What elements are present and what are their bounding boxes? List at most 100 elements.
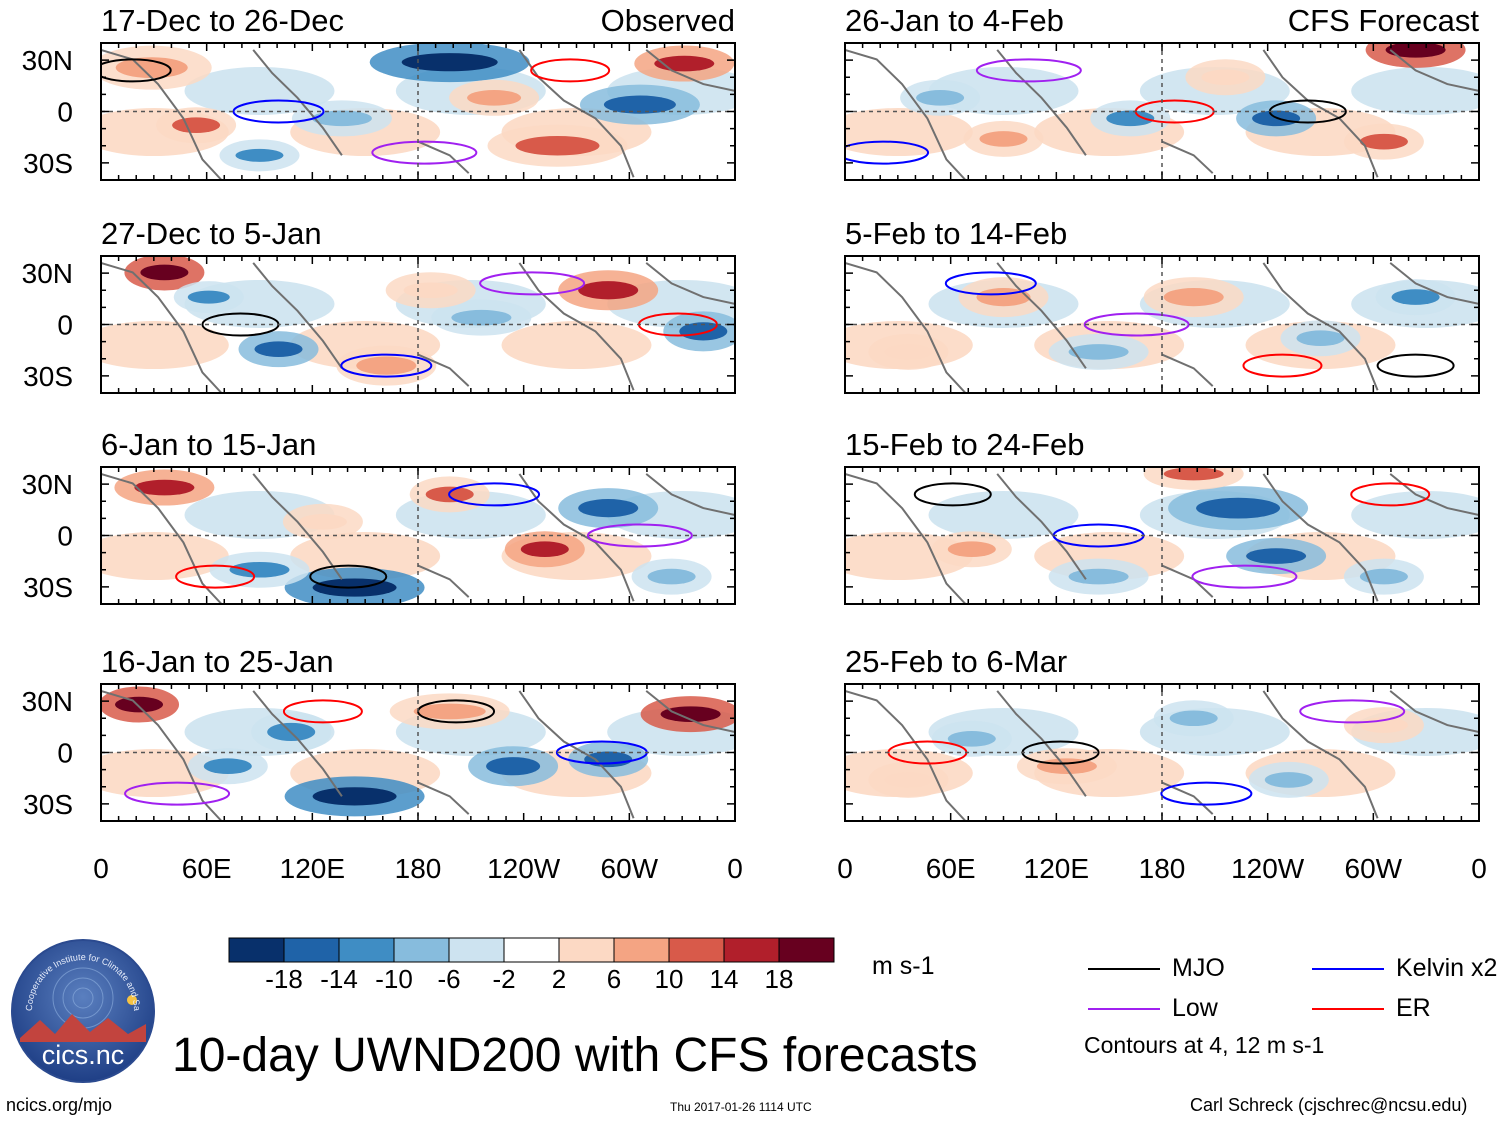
- lat-label: 30S: [23, 361, 73, 392]
- panel-label: 27-Dec to 5-Jan: [101, 216, 322, 251]
- wind-anomaly-core: [947, 731, 996, 747]
- legend-mjo: MJO: [1088, 954, 1225, 983]
- coastline: [845, 48, 967, 180]
- lon-label: 180: [395, 853, 442, 884]
- cics-logo: Cooperative Institute for Climate and Sa…: [10, 938, 155, 1083]
- wind-anomaly-core: [235, 148, 284, 162]
- lon-label: 60W: [601, 853, 659, 884]
- contour-mjo: [101, 58, 172, 83]
- contour-kelvin-x2: [1160, 781, 1253, 806]
- wind-anomaly-core: [1391, 289, 1440, 305]
- coastline: [417, 564, 470, 598]
- coastline: [1262, 690, 1379, 819]
- wind-shading: [845, 467, 1479, 604]
- panel-4: 30N 0 30S 16-Jan to 25-Jan: [22, 644, 736, 822]
- legend-kelvin-label: Kelvin x2: [1396, 954, 1498, 982]
- wind-anomaly-core: [1196, 497, 1281, 519]
- legend-er-line: [1312, 1008, 1384, 1011]
- wind-anomaly-core: [467, 90, 522, 106]
- contour-low: [1191, 564, 1298, 589]
- contour-low: [586, 523, 693, 548]
- lat-label: 30N: [22, 469, 73, 500]
- wind-anomaly-core: [1068, 568, 1129, 585]
- lat-label: 0: [57, 97, 73, 128]
- panel-1: 30N 0 30S 17-Dec to 26-Dec Observed: [22, 3, 736, 181]
- lat-label: 0: [57, 738, 73, 769]
- wind-anomaly-core: [254, 341, 303, 357]
- coastline: [417, 140, 470, 174]
- wind-anomaly-core: [229, 561, 290, 578]
- coastline: [996, 262, 1087, 369]
- coastline: [518, 473, 635, 602]
- footer-url[interactable]: ncics.org/mjo: [6, 1095, 113, 1115]
- wind-anomaly-core: [115, 696, 164, 713]
- lon-label: 120W: [1231, 853, 1305, 884]
- coastline: [1161, 140, 1214, 174]
- legend-mjo-label: MJO: [1172, 954, 1225, 982]
- panel-label: 17-Dec to 26-Dec: [101, 3, 344, 38]
- colorbar-swatch: [503, 937, 560, 963]
- contour-kelvin-x2: [845, 140, 930, 165]
- legend-low: Low: [1088, 994, 1218, 1023]
- legend-low-line: [1088, 1008, 1160, 1011]
- wind-shading: [101, 469, 735, 604]
- contour-kelvin-x2: [944, 271, 1037, 296]
- contour-er: [175, 564, 256, 589]
- colorbar-swatch: [448, 937, 505, 963]
- contour-kelvin-x2: [448, 482, 541, 507]
- lon-label: 0: [1471, 853, 1487, 884]
- coastline: [645, 262, 735, 305]
- colorbar-swatch: [228, 937, 285, 963]
- colorbar: -18 -14 -10 -6 -2 2 6 10 14 18: [228, 937, 835, 994]
- wind-shading: [101, 686, 735, 821]
- coastline: [101, 689, 223, 821]
- wind-anomaly-core: [1359, 133, 1408, 150]
- coastline: [417, 781, 470, 815]
- legend-kelvin-line: [1312, 968, 1384, 971]
- panel-5: 26-Jan to 4-Feb CFS Forecast: [844, 3, 1480, 181]
- wind-anomaly-core: [403, 282, 458, 299]
- colorbar-swatch: [723, 937, 780, 963]
- contour-er: [1242, 353, 1323, 378]
- coastline: [252, 262, 343, 369]
- forecast-header: CFS Forecast: [1288, 3, 1480, 38]
- contour-er: [282, 699, 363, 724]
- wind-anomaly-core: [520, 541, 569, 557]
- lat-label: 0: [57, 521, 73, 552]
- lon-label: 0: [93, 853, 109, 884]
- coastline: [845, 472, 967, 604]
- colorbar-swatch: [393, 937, 450, 963]
- wind-anomaly-core: [172, 117, 221, 133]
- wind-anomaly-core: [134, 479, 195, 496]
- wind-anomaly-core: [515, 136, 600, 156]
- coastline: [996, 473, 1087, 580]
- coastline: [252, 690, 343, 797]
- legend-kelvin: Kelvin x2: [1312, 954, 1497, 983]
- wind-anomaly-core: [1068, 344, 1129, 360]
- wind-anomaly-core: [884, 772, 933, 788]
- coastline: [1389, 49, 1479, 92]
- wind-anomaly-core: [584, 751, 633, 768]
- wind-anomaly-core: [884, 344, 933, 360]
- wind-anomaly-core: [140, 264, 189, 281]
- coastline: [996, 690, 1087, 797]
- panel-label: 26-Jan to 4-Feb: [845, 3, 1064, 38]
- panel-label: 16-Jan to 25-Jan: [101, 644, 334, 679]
- coastline: [645, 690, 735, 733]
- colorbar-swatch: [283, 937, 340, 963]
- coastline: [1389, 690, 1479, 733]
- contour-note: Contours at 4, 12 m s-1: [1084, 1032, 1325, 1058]
- coastline: [252, 473, 343, 580]
- wind-anomaly-core: [1264, 772, 1313, 788]
- colorbar-swatch: [338, 937, 395, 963]
- wind-anomaly-band: [928, 490, 1079, 539]
- wind-anomaly-band: [501, 321, 652, 370]
- contour-low: [124, 781, 231, 806]
- wind-shading: [101, 256, 735, 393]
- wind-anomaly-band: [101, 532, 229, 581]
- panel-6: 5-Feb to 14-Feb: [844, 216, 1480, 394]
- wind-anomaly-core: [312, 787, 397, 806]
- contour-low: [1299, 699, 1406, 724]
- panel-3: 30N 0 30S 6-Jan to 15-Jan: [22, 427, 736, 605]
- legend-er-label: ER: [1396, 994, 1431, 1022]
